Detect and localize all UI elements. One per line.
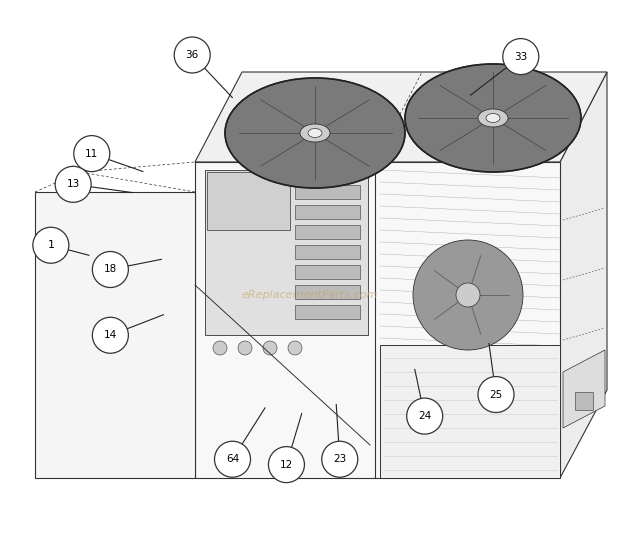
Text: 14: 14	[104, 330, 117, 340]
FancyBboxPatch shape	[295, 265, 360, 279]
Ellipse shape	[405, 64, 581, 172]
Circle shape	[238, 341, 252, 355]
Circle shape	[478, 377, 514, 412]
Polygon shape	[560, 72, 607, 478]
FancyBboxPatch shape	[295, 205, 360, 219]
Text: 25: 25	[489, 390, 503, 399]
Polygon shape	[195, 162, 560, 478]
Text: 36: 36	[185, 50, 199, 60]
Polygon shape	[380, 345, 560, 478]
FancyBboxPatch shape	[295, 185, 360, 199]
FancyBboxPatch shape	[295, 245, 360, 259]
Circle shape	[92, 252, 128, 287]
Text: eReplacementParts.com: eReplacementParts.com	[242, 290, 378, 300]
Circle shape	[263, 341, 277, 355]
Circle shape	[213, 341, 227, 355]
Polygon shape	[563, 350, 605, 428]
Circle shape	[55, 167, 91, 202]
Text: 13: 13	[66, 179, 80, 189]
Ellipse shape	[308, 128, 322, 137]
Circle shape	[92, 317, 128, 353]
Circle shape	[33, 227, 69, 263]
Circle shape	[74, 136, 110, 171]
FancyBboxPatch shape	[207, 172, 290, 230]
Text: 64: 64	[226, 454, 239, 464]
Circle shape	[215, 441, 250, 477]
Circle shape	[407, 398, 443, 434]
Circle shape	[322, 441, 358, 477]
Polygon shape	[35, 192, 195, 478]
Text: 24: 24	[418, 411, 432, 421]
Text: 23: 23	[333, 454, 347, 464]
Ellipse shape	[225, 78, 405, 188]
FancyBboxPatch shape	[295, 285, 360, 299]
Text: 18: 18	[104, 265, 117, 274]
Ellipse shape	[300, 124, 330, 142]
Ellipse shape	[413, 240, 523, 350]
FancyBboxPatch shape	[295, 305, 360, 319]
Polygon shape	[195, 72, 607, 162]
Circle shape	[503, 39, 539, 74]
Text: 33: 33	[514, 52, 528, 61]
FancyBboxPatch shape	[295, 225, 360, 239]
Ellipse shape	[478, 109, 508, 127]
Circle shape	[456, 283, 480, 307]
Polygon shape	[205, 170, 368, 335]
Ellipse shape	[486, 114, 500, 122]
Circle shape	[288, 341, 302, 355]
Circle shape	[268, 447, 304, 482]
Text: 11: 11	[85, 149, 99, 158]
Text: 12: 12	[280, 460, 293, 469]
Circle shape	[174, 37, 210, 73]
FancyBboxPatch shape	[575, 392, 593, 410]
Text: 1: 1	[47, 240, 55, 250]
